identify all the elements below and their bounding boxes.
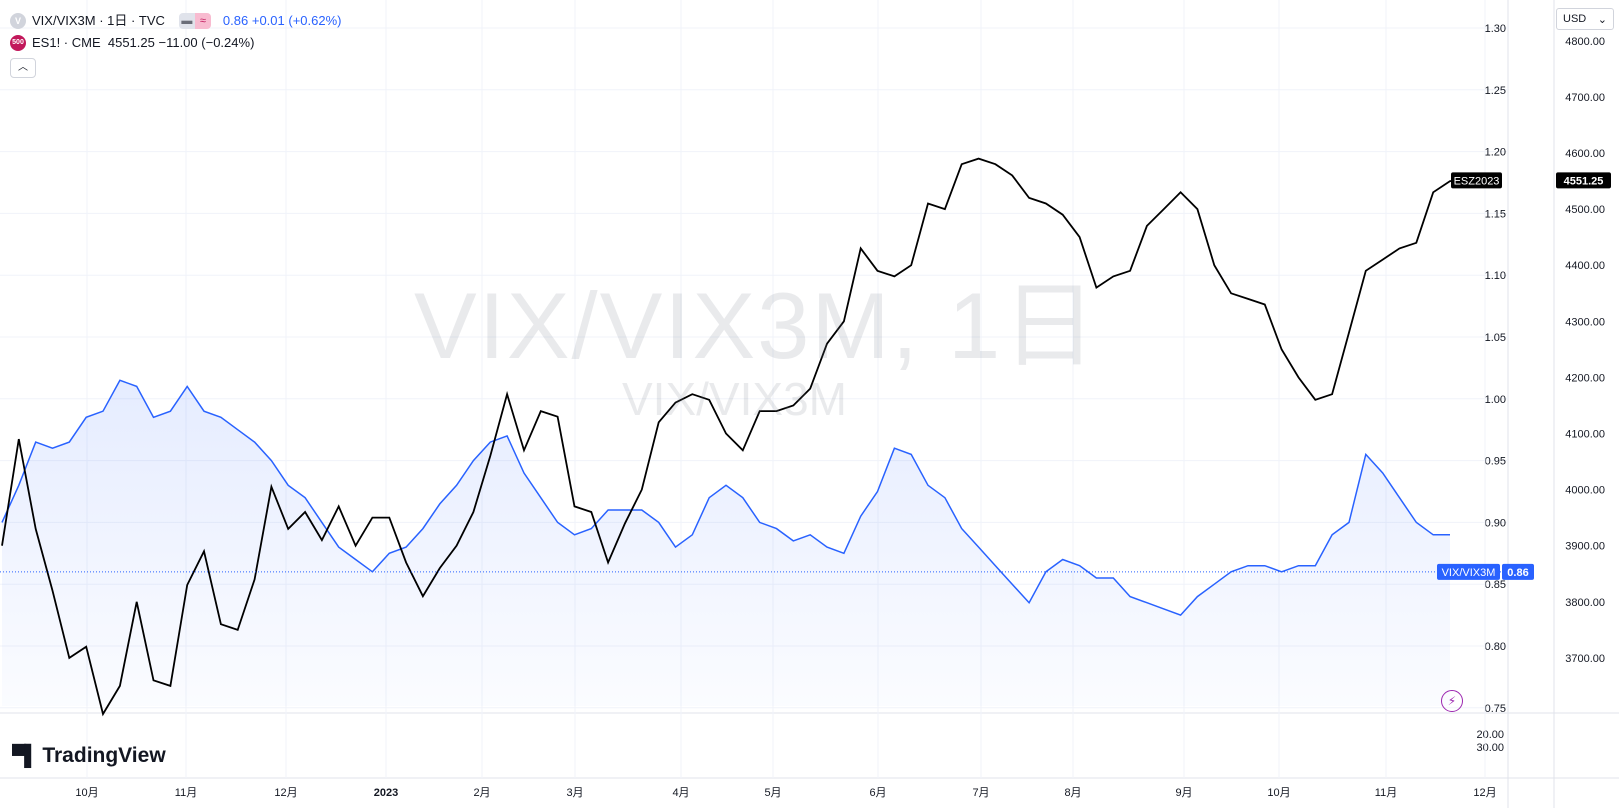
x-axis-tick-label: 8月 — [1064, 787, 1081, 799]
right-axis-tick-label: 3800.00 — [1565, 597, 1605, 609]
x-axis-tick-label: 11月 — [175, 787, 197, 799]
vix-area-fill — [2, 380, 1450, 706]
left-axis-tick-label: 0.95 — [1485, 456, 1506, 468]
x-axis-tick-label: 3月 — [566, 787, 583, 799]
x-axis-tick-label: 12月 — [1473, 787, 1496, 799]
left-axis-tick-label: 1.30 — [1485, 23, 1506, 35]
es-symbol-title[interactable]: ES1! · CME — [32, 35, 101, 50]
right-axis-tick-label: 3700.00 — [1565, 653, 1605, 665]
currency-select[interactable]: USD ⌄ — [1556, 8, 1614, 30]
x-axis-tick-label: 2月 — [473, 787, 490, 799]
x-axis-tick-label: 9月 — [1175, 787, 1192, 799]
lower-pane-axis-label: 30.00 — [1476, 742, 1504, 754]
tradingview-logo-text: TradingView — [42, 744, 166, 767]
collapse-legend-button[interactable]: ︿ — [10, 58, 36, 78]
x-axis-tick-label: 7月 — [972, 787, 989, 799]
chevron-up-icon: ︿ — [18, 62, 28, 73]
left-axis-tick-label: 1.10 — [1485, 270, 1506, 282]
x-axis-tick-label: 10月 — [75, 787, 98, 799]
es-last-name-tag — [1451, 172, 1502, 189]
approx-icon[interactable]: ≈ — [194, 13, 211, 29]
x-axis-tick-label: 4月 — [672, 787, 689, 799]
flash-icon[interactable]: ⚡ — [1441, 690, 1463, 712]
watermark-main: VIX/VIX3M, 1日 — [414, 273, 1099, 378]
right-axis-tick-label: 4200.00 — [1565, 372, 1605, 384]
left-axis-tick-label: 0.85 — [1485, 579, 1506, 591]
left-axis-tick-label: 1.05 — [1485, 332, 1506, 344]
left-axis-tick-label: 1.00 — [1485, 394, 1506, 406]
watermark-sub: VIX/VIX3M — [622, 373, 847, 425]
es-series-line[interactable] — [1, 157, 1467, 717]
vix-last-name-tag — [1437, 563, 1500, 580]
x-axis-tick-label: 5月 — [764, 787, 781, 799]
right-axis-tick-label: 4600.00 — [1565, 148, 1605, 160]
currency-label: USD — [1563, 13, 1587, 25]
vix-symbol-title[interactable]: VIX/VIX3M · 1日 · TVC — [32, 13, 165, 28]
es-symbol-icon: 500 — [10, 35, 26, 51]
x-axis-tick-label: 11月 — [1375, 787, 1397, 799]
es-change: −11.00 — [158, 35, 198, 50]
vix-value: 0.86 — [222, 13, 249, 28]
legend-row-vix[interactable]: V VIX/VIX3M · 1日 · TVC ▬ ≈ 0.86 +0.01 (+… — [10, 10, 342, 32]
right-axis-tick-label: 4400.00 — [1565, 260, 1605, 272]
left-axis-tick-label: 1.15 — [1485, 208, 1506, 220]
right-axis-tick-label: 4000.00 — [1565, 485, 1605, 497]
minus-icon[interactable]: ▬ — [178, 13, 195, 29]
vix-series-line[interactable] — [1, 379, 1450, 616]
right-axis-tick-label: 4800.00 — [1565, 36, 1605, 48]
left-axis-tick-label: 1.25 — [1485, 85, 1506, 97]
right-axis-tick-label: 3900.00 — [1565, 541, 1605, 553]
vix-last-name-label: VIX/VIX3M — [1442, 567, 1496, 579]
vix-last-value-tag — [1502, 563, 1534, 580]
x-axis-tick-label: 10月 — [1267, 787, 1290, 799]
x-axis-tick-label: 2023 — [374, 787, 398, 799]
es-value: 4551.25 — [107, 35, 155, 50]
chevron-down-icon: ⌄ — [1597, 13, 1607, 26]
x-axis-tick-label: 12月 — [274, 787, 297, 799]
es-last-name-label: ESZ2023 — [1454, 175, 1500, 187]
es-last-value-label: 4551.25 — [1564, 175, 1604, 187]
vix-change: +0.01 — [251, 13, 285, 28]
left-axis-tick-label: 1.20 — [1485, 147, 1506, 159]
right-axis-tick-label: 4300.00 — [1565, 316, 1605, 328]
es-last-value-tag — [1556, 172, 1611, 189]
tradingview-logo[interactable]: ▀▌ TradingView — [12, 744, 166, 768]
vix-last-value-label: 0.86 — [1507, 567, 1528, 579]
right-axis-tick-label: 4500.00 — [1565, 204, 1605, 216]
compare-toggle[interactable]: ▬ ≈ — [178, 13, 211, 29]
tradingview-logo-icon: ▀▌ — [12, 744, 38, 767]
left-axis-tick-label: 0.90 — [1485, 517, 1506, 529]
left-axis-tick-label: 0.75 — [1485, 703, 1506, 715]
right-axis-tick-label: 4700.00 — [1565, 92, 1605, 104]
chart-legend: V VIX/VIX3M · 1日 · TVC ▬ ≈ 0.86 +0.01 (+… — [10, 10, 342, 78]
lower-pane-axis-label: 20.00 — [1476, 729, 1504, 741]
left-axis-tick-label: 0.80 — [1485, 641, 1506, 653]
right-axis-tick-label: 4100.00 — [1565, 429, 1605, 441]
x-axis-tick-label: 6月 — [869, 787, 886, 799]
vix-symbol-icon: V — [10, 13, 26, 29]
vix-change-pct: (+0.62%) — [288, 13, 342, 28]
legend-row-es[interactable]: 500 ES1! · CME 4551.25 −11.00 (−0.24%) — [10, 32, 342, 54]
es-change-pct: (−0.24%) — [201, 35, 255, 50]
